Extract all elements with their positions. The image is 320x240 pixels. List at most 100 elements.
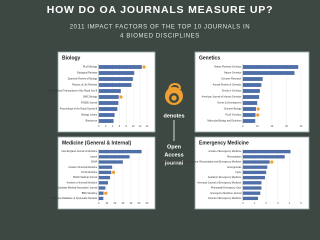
bar	[98, 83, 132, 87]
category-label: Molecular Biology and Evolution	[207, 120, 242, 123]
category-label: BMC Medicine	[82, 192, 98, 195]
bar	[242, 119, 256, 123]
category-label: Lancet	[90, 155, 98, 158]
x-tick-label: 1	[254, 202, 256, 205]
category-label: Archives of Internal Medicine	[67, 181, 98, 184]
category-label: Nature Reviews Genetics	[214, 66, 242, 69]
page: HOW DO OA JOURNALS MEASURE UP? 2011 IMPA…	[46, 3, 310, 210]
category-label: Injury	[236, 171, 243, 174]
category-label: Annals of Emergency Medicine	[208, 150, 242, 153]
category-label: Journal of Emergency Medicine	[208, 197, 242, 200]
panel-title: Genetics	[199, 55, 220, 61]
legend-text: Access	[164, 152, 183, 158]
bar	[242, 107, 256, 111]
x-tick-label: 3	[277, 202, 279, 205]
x-tick-label: 2	[105, 125, 107, 128]
category-label: Biology Letters	[81, 114, 98, 117]
oa-icon	[142, 65, 146, 69]
bar	[98, 101, 119, 105]
bar	[242, 175, 265, 180]
category-label: Genome Research	[221, 78, 242, 81]
x-tick-label: 40	[130, 202, 133, 205]
oa-icon	[256, 107, 260, 111]
bar	[98, 119, 114, 123]
subtitle: 2011 IMPACT FACTORS OF THE TOP 10 JOURNA…	[70, 25, 251, 31]
oa-icon	[256, 113, 260, 117]
oa-logo	[165, 82, 183, 105]
category-label: Proceedings of the Royal Society B	[60, 108, 98, 111]
legend-text: journal	[164, 160, 184, 166]
category-label: PLoS Biology	[83, 66, 98, 69]
bar	[98, 149, 142, 154]
category-label: Prehospital Emergency Care	[211, 187, 242, 190]
bar	[98, 175, 111, 180]
category-label: Physics of Life Reviews	[72, 84, 98, 87]
x-tick-label: 60	[146, 202, 149, 205]
x-tick-label: 4	[112, 125, 114, 128]
bar	[98, 191, 104, 195]
bar	[98, 65, 142, 69]
bar	[98, 160, 123, 164]
category-label: Annals of Internal Medicine	[68, 166, 98, 169]
category-label: Quarterly Review of Biology	[68, 78, 98, 81]
bar	[98, 165, 113, 169]
category-label: Resuscitation	[227, 155, 242, 158]
bar	[242, 89, 260, 93]
panel-title: Biology	[62, 55, 81, 61]
x-tick-label: 10	[132, 125, 135, 128]
x-tick-label: 20	[271, 125, 274, 128]
bar	[98, 155, 130, 159]
category-label: Biological Reviews	[77, 72, 98, 75]
category-label: Nature Genetics	[224, 72, 242, 75]
x-tick-label: 8	[126, 125, 128, 128]
bar	[242, 77, 263, 81]
x-tick-label: 4	[289, 202, 291, 205]
x-tick-label: 0	[242, 202, 244, 205]
category-label: Canadian Medical Association Journal	[57, 187, 98, 190]
category-label: JAMA	[91, 161, 98, 164]
category-label: New England Journal of Medicine	[62, 150, 98, 153]
x-tick-label: 5	[300, 202, 302, 205]
oa-icon	[119, 95, 123, 99]
bar	[242, 160, 270, 164]
oa-icon	[104, 191, 108, 195]
x-tick-label: 50	[138, 202, 141, 205]
bar	[242, 101, 258, 105]
category-label: Emergency Medicine Journal	[211, 192, 242, 195]
category-label: Annual Review of Genetics	[213, 84, 243, 87]
bar	[242, 165, 268, 169]
category-label: American Journal of Human Genetics	[202, 96, 243, 99]
category-label: Emergencias	[227, 166, 242, 169]
bar	[98, 71, 135, 75]
bar	[242, 71, 295, 75]
category-label: PLoS Genetics	[225, 114, 242, 117]
x-tick-label: 0	[98, 202, 100, 205]
slide: HOW DO OA JOURNALS MEASURE UP? 2011 IMPA…	[47, 4, 310, 210]
slide-title: HOW DO OA JOURNALS MEASURE UP?	[47, 4, 274, 16]
bar	[242, 181, 262, 185]
x-tick-label: 20	[113, 202, 116, 205]
bar	[98, 196, 104, 201]
x-tick-label: 30	[122, 202, 125, 205]
category-label: FASEB Journal	[81, 102, 98, 105]
bar	[98, 170, 112, 175]
x-tick-label: 30	[285, 125, 288, 128]
x-tick-label: 40	[300, 125, 303, 128]
bar	[242, 95, 260, 99]
bar	[242, 83, 262, 87]
category-label: Genes & Development	[217, 102, 241, 105]
bar	[242, 113, 256, 117]
x-tick-label: 0	[98, 125, 100, 128]
category-label: American Journal of Emergency Medicine	[197, 181, 242, 184]
panel-title: Medicine (General & Internal)	[62, 140, 132, 146]
x-tick-label: 6	[119, 125, 121, 128]
category-label: Bioscience	[86, 120, 98, 123]
bar	[98, 113, 115, 117]
category-label: British Medical Journal	[73, 176, 98, 179]
bar	[98, 107, 118, 111]
bar	[242, 186, 262, 190]
legend-text: denotes	[163, 113, 184, 119]
x-tick-label: 10	[105, 202, 108, 205]
category-label: Academic Emergency Medicine	[208, 176, 242, 179]
bar	[242, 196, 258, 201]
